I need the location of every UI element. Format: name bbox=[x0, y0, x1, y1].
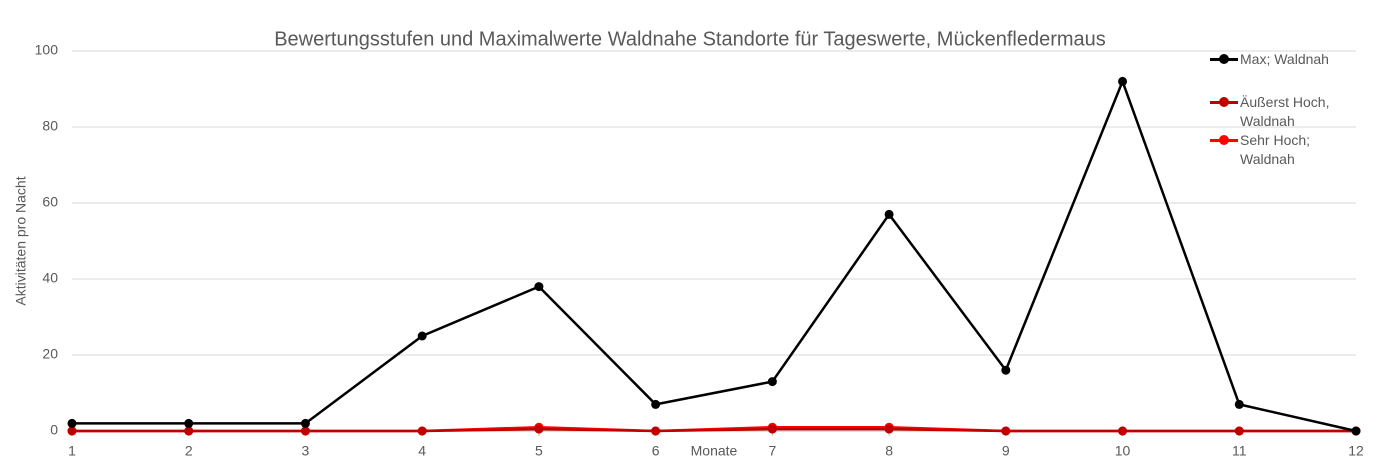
point bbox=[534, 282, 544, 292]
x-tick-label: 5 bbox=[535, 443, 543, 459]
x-tick-label: 2 bbox=[185, 443, 193, 459]
x-tick-label: 12 bbox=[1348, 443, 1364, 459]
y-tick-label: 0 bbox=[50, 422, 58, 438]
legend-entry: Äußerst Hoch, Waldnah bbox=[1210, 93, 1350, 131]
point bbox=[184, 418, 194, 428]
point bbox=[651, 426, 661, 436]
x-tick-label: 3 bbox=[302, 443, 310, 459]
series-line bbox=[72, 77, 1357, 433]
y-tick-label: 40 bbox=[42, 270, 58, 286]
point bbox=[884, 209, 894, 219]
y-tick-label: 80 bbox=[42, 118, 58, 134]
point bbox=[67, 418, 77, 428]
legend-label: Sehr Hoch; Waldnah bbox=[1240, 132, 1311, 167]
x-axis-label: Monate bbox=[691, 443, 738, 459]
chart-title: Bewertungsstufen und Maximalwerte Waldna… bbox=[274, 28, 1106, 50]
point bbox=[767, 377, 777, 387]
point bbox=[1001, 426, 1011, 436]
y-axis-label: Aktivitäten pro Nacht bbox=[13, 176, 29, 305]
point bbox=[1234, 426, 1244, 436]
series-line bbox=[72, 427, 1356, 433]
x-tick-label: 1 bbox=[68, 443, 76, 459]
legend-label: Äußerst Hoch, Waldnah bbox=[1240, 94, 1330, 129]
x-tick-label: 9 bbox=[1002, 443, 1010, 459]
x-tick-label: 11 bbox=[1232, 443, 1247, 459]
point bbox=[651, 399, 661, 409]
point bbox=[767, 424, 777, 434]
legend-entry: Max; Waldnah bbox=[1210, 50, 1350, 69]
y-tick-label: 60 bbox=[42, 194, 58, 210]
point bbox=[1351, 426, 1361, 436]
point bbox=[1001, 365, 1011, 375]
point bbox=[67, 426, 77, 436]
x-tick-label: 6 bbox=[652, 443, 660, 459]
x-tick-label: 8 bbox=[885, 443, 893, 459]
x-tick-label: 7 bbox=[768, 443, 776, 459]
legend-swatch bbox=[1210, 93, 1238, 112]
legend-swatch bbox=[1210, 50, 1238, 69]
point bbox=[1234, 399, 1244, 409]
point bbox=[417, 331, 427, 341]
point bbox=[300, 426, 310, 436]
point bbox=[1118, 426, 1128, 436]
legend-entry: Sehr Hoch; Waldnah bbox=[1210, 131, 1350, 169]
x-tick-label: 4 bbox=[418, 443, 426, 459]
point bbox=[300, 418, 310, 428]
point bbox=[534, 424, 544, 434]
x-tick-label: 10 bbox=[1115, 443, 1131, 459]
point bbox=[184, 426, 194, 436]
point bbox=[884, 424, 894, 434]
y-tick-label: 100 bbox=[35, 42, 59, 58]
y-tick-label: 20 bbox=[42, 346, 58, 362]
legend-swatch bbox=[1210, 131, 1238, 150]
point bbox=[417, 426, 427, 436]
legend-label: Max; Waldnah bbox=[1240, 51, 1329, 67]
point bbox=[1118, 76, 1128, 86]
